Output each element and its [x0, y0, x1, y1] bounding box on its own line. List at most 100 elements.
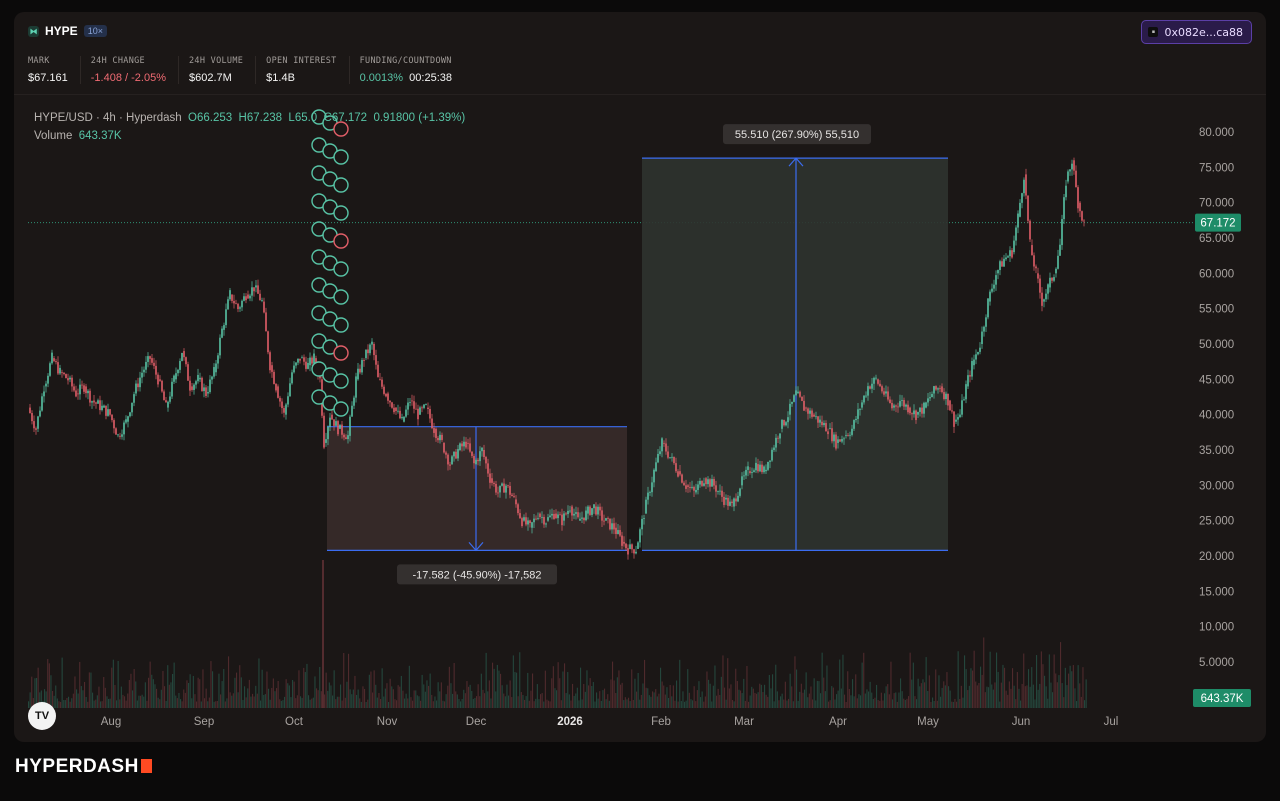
volume-bar	[932, 697, 934, 708]
candle-body	[693, 486, 695, 491]
volume-bar	[653, 692, 655, 708]
volume-bar	[927, 690, 929, 708]
candle-body	[751, 472, 753, 473]
volume-bar	[762, 692, 764, 708]
price-axis-label: 10.000	[1199, 622, 1234, 634]
candle-body	[227, 299, 229, 310]
candle-body	[495, 483, 497, 493]
candle-body	[515, 499, 517, 505]
price-chart[interactable]: 80.000 75.000 70.000 65.000 60.000 55.000 50.0…	[14, 12, 1266, 742]
volume-bar	[463, 689, 465, 708]
candle-body	[485, 457, 487, 464]
volume-bar	[28, 701, 30, 708]
volume-bar	[1047, 698, 1049, 708]
volume-bar	[328, 682, 330, 708]
volume-bar	[765, 694, 767, 708]
candle-body	[767, 461, 769, 470]
wallet-button[interactable]: ▪ 0x082e...ca88	[1141, 20, 1252, 44]
candle-body	[201, 377, 203, 392]
candle-body	[177, 369, 179, 374]
leverage-badge[interactable]: 10×	[83, 25, 107, 37]
volume-bar	[578, 700, 580, 708]
volume-bar	[348, 653, 350, 708]
volume-bar	[138, 695, 140, 708]
stat-label: 24H CHANGE	[90, 56, 145, 66]
volume-bar	[1008, 681, 1010, 708]
candle-body	[161, 380, 163, 392]
candle-body	[359, 368, 361, 373]
volume-bar	[101, 701, 103, 708]
volume-bar	[340, 684, 342, 708]
candle-body	[51, 352, 53, 364]
candle-body	[755, 462, 757, 471]
volume-legend: Volume 643.37K	[34, 130, 122, 142]
volume-bar	[912, 662, 914, 708]
volume-bar	[221, 681, 223, 708]
candle-body	[621, 535, 623, 546]
candle-body	[871, 383, 873, 389]
volume-bar	[858, 694, 860, 708]
volume-bar	[103, 677, 105, 708]
volume-bar	[474, 697, 476, 708]
volume-bar	[1018, 688, 1020, 708]
volume-bar	[772, 674, 774, 708]
candle-body	[101, 405, 103, 411]
candle-body	[455, 451, 457, 459]
volume-bar	[551, 678, 553, 708]
candle-body	[795, 390, 797, 396]
candle-body	[371, 341, 373, 345]
volume-bar	[228, 656, 230, 708]
candle-body	[999, 261, 1001, 271]
volume-bar	[906, 698, 908, 708]
volume-bar	[597, 698, 599, 708]
candle-body	[657, 453, 659, 463]
candle-body	[307, 362, 309, 369]
volume-bar	[818, 681, 820, 708]
candle-body	[363, 360, 365, 361]
volume-bar	[655, 689, 657, 708]
volume-bar	[608, 700, 610, 708]
candle-body	[377, 364, 379, 378]
candle-body	[1045, 293, 1047, 300]
candle-body	[255, 285, 257, 288]
volume-bar	[538, 699, 540, 708]
volume-bar	[336, 696, 338, 708]
event-marker-icon	[333, 177, 349, 193]
volume-bar	[856, 698, 858, 708]
candle-body	[413, 401, 415, 409]
volume-bar	[1010, 688, 1012, 708]
volume-bar	[719, 695, 721, 708]
candle-body	[245, 296, 247, 301]
volume-bar	[480, 673, 482, 708]
candle-body	[641, 518, 643, 530]
volume-bar	[69, 701, 71, 708]
symbol-selector[interactable]: ⧓ HYPE 10×	[28, 24, 107, 38]
volume-bar	[274, 691, 276, 708]
volume-bar	[996, 652, 998, 708]
candle-body	[1069, 169, 1071, 172]
candle-body	[811, 410, 813, 417]
candle-body	[85, 386, 87, 394]
volume-bar	[828, 701, 830, 708]
candle-body	[319, 375, 321, 379]
volume-bar	[271, 687, 273, 708]
candle-body	[807, 408, 809, 414]
tradingview-logo-icon[interactable]: TV	[28, 702, 56, 730]
volume-bar	[677, 701, 679, 708]
candle-body	[917, 411, 919, 415]
volume-bar	[680, 701, 682, 708]
volume-bar	[72, 693, 74, 708]
candle-body	[569, 510, 571, 512]
volume-bar	[237, 692, 239, 708]
candle-body	[337, 421, 339, 435]
volume-bar	[295, 698, 297, 708]
volume-bar	[743, 678, 745, 708]
volume-bar	[93, 700, 95, 708]
volume-bar	[506, 684, 508, 708]
volume-bar	[386, 683, 388, 708]
candle-body	[409, 402, 411, 403]
candle-body	[585, 510, 587, 521]
candle-body	[433, 428, 435, 433]
volume-bar	[1002, 664, 1004, 708]
volume-bar	[216, 701, 218, 708]
